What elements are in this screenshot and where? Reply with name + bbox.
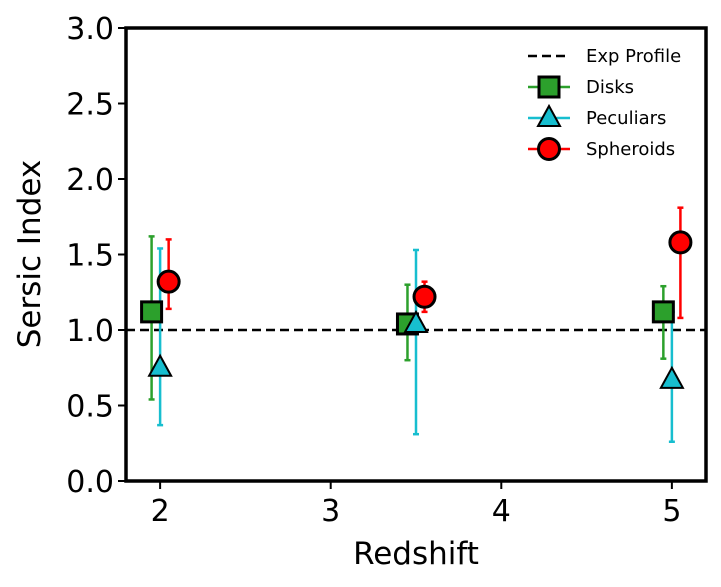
y-tick-label: 1.0 [66,314,114,349]
peculiars-point [659,365,685,389]
y-tick-label: 0.0 [66,465,114,500]
y-tick-label: 0.5 [66,390,114,425]
legend-exp-profile-label: Exp Profile [586,46,681,67]
spheroids-point [668,230,693,255]
x-axis-label: Redshift [353,536,479,572]
legend-disks-label: Disks [586,77,634,98]
legend-spheroids-label: Spheroids [586,139,675,160]
plot-area [126,206,706,443]
disks-point [651,300,675,324]
x-tick-label: 4 [492,494,511,529]
x-tick-label: 2 [151,494,170,529]
legend-peculiars-label: Peculiars [586,108,666,129]
x-tick-label: 5 [662,494,681,529]
y-tick-label: 2.5 [66,88,114,123]
legend: Exp Profile Disks Peculiars Spheroids [528,46,681,161]
peculiars-point [403,309,429,333]
spheroids-point [156,269,181,294]
x-tick-label: 3 [321,494,340,529]
legend-spheroids-marker [537,137,561,161]
spheroids-point [412,284,437,309]
y-tick-label: 1.5 [66,239,114,274]
legend-peculiars-marker [536,103,562,127]
y-tick-label: 2.0 [66,163,114,198]
y-axis-label: Sersic Index [12,160,48,349]
legend-disks-marker [537,75,561,99]
peculiars-point [147,353,173,377]
y-tick-label: 3.0 [66,12,114,47]
axis-ticks: 2 3 4 5 0.0 0.5 1.0 1.5 2.0 2.5 3.0 [66,12,681,529]
disks-point [140,300,164,324]
